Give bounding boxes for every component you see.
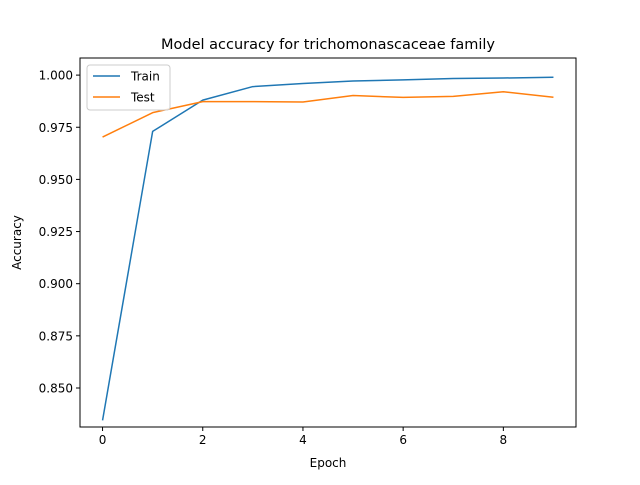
y-tick-label: 0.950 [39,173,73,187]
chart-title: Model accuracy for trichomonascaceae fam… [161,37,495,53]
x-tick-label: 0 [99,433,107,447]
x-tick-label: 4 [299,433,307,447]
series-line-test [102,91,554,138]
legend: Train Test [86,64,171,111]
series-line-train [101,76,554,421]
plot-frame [79,57,577,428]
y-tick-label: 0.900 [39,277,73,291]
y-tick-label: 0.850 [39,381,73,395]
y-tick-label: 1.000 [39,69,73,83]
x-axis-label: Epoch [310,456,347,470]
y-axis-label: Accuracy [10,215,24,270]
y-tick-label: 0.875 [39,329,73,343]
y-tick-label: 0.975 [39,121,73,135]
x-tick-label: 8 [500,433,508,447]
axis-ticks: 0 2 4 6 8 0.850 0.875 0.900 0.925 0.950 0.975 1.000 [39,69,508,447]
series-lines [101,76,554,421]
x-tick-label: 6 [399,433,407,447]
y-tick-label: 0.925 [39,225,73,239]
x-tick-label: 2 [199,433,207,447]
legend-label-test: Test [130,91,155,105]
legend-label-train: Train [130,70,160,84]
